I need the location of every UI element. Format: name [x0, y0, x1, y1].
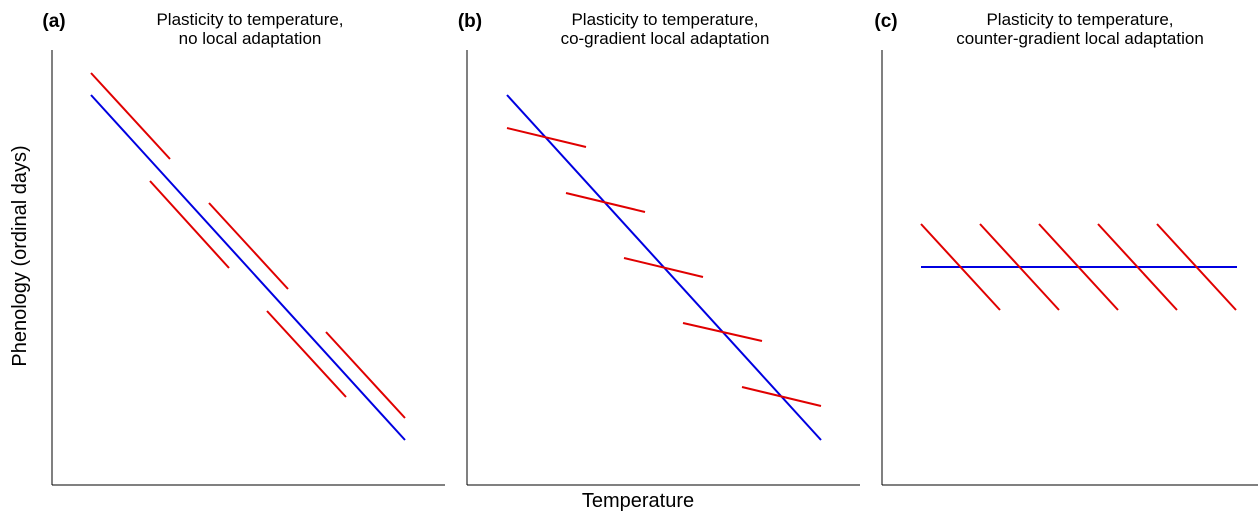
- panel-c-population-line-2: [979, 223, 1060, 311]
- panel-c-title-line1: Plasticity to temperature,: [986, 10, 1173, 29]
- panel-b-population-line-5: [741, 386, 822, 407]
- panel-a-letter: (a): [42, 11, 65, 32]
- panel-a-population-line-4: [266, 310, 347, 398]
- panel-a-population-line-3: [208, 202, 289, 290]
- panel-a-population-line-1: [90, 72, 171, 160]
- panel-b-title-line2: co-gradient local adaptation: [561, 29, 770, 48]
- panel-b-population-line-4: [682, 322, 763, 342]
- panel-c-population-line-1: [920, 223, 1001, 311]
- panel-b-population-line-1: [506, 127, 587, 148]
- x-axis-label: Temperature: [582, 490, 694, 512]
- panel-a-population-line-5: [325, 331, 406, 419]
- panel-b-population-line-2: [565, 192, 646, 213]
- panel-a-population-line-2: [149, 180, 230, 269]
- panel-a-title-line1: Plasticity to temperature,: [156, 10, 343, 29]
- panel-c-population-line-5: [1156, 223, 1237, 311]
- panel-a: (a) Plasticity to temperature, no local …: [42, 10, 445, 486]
- panel-a-title-line2: no local adaptation: [179, 29, 322, 48]
- panel-c: (c) Plasticity to temperature, counter-g…: [874, 10, 1258, 486]
- panel-c-title-line2: counter-gradient local adaptation: [956, 29, 1204, 48]
- panel-c-population-line-4: [1097, 223, 1178, 311]
- panel-c-letter: (c): [874, 11, 897, 32]
- y-axis-label: Phenology (ordinal days): [9, 145, 31, 366]
- panel-b-title-line1: Plasticity to temperature,: [571, 10, 758, 29]
- panel-a-species-line: [90, 94, 406, 441]
- panel-b: (b) Plasticity to temperature, co-gradie…: [458, 10, 860, 486]
- panel-c-population-line-3: [1038, 223, 1119, 311]
- panel-b-letter: (b): [458, 11, 482, 32]
- panel-b-population-line-3: [623, 257, 704, 278]
